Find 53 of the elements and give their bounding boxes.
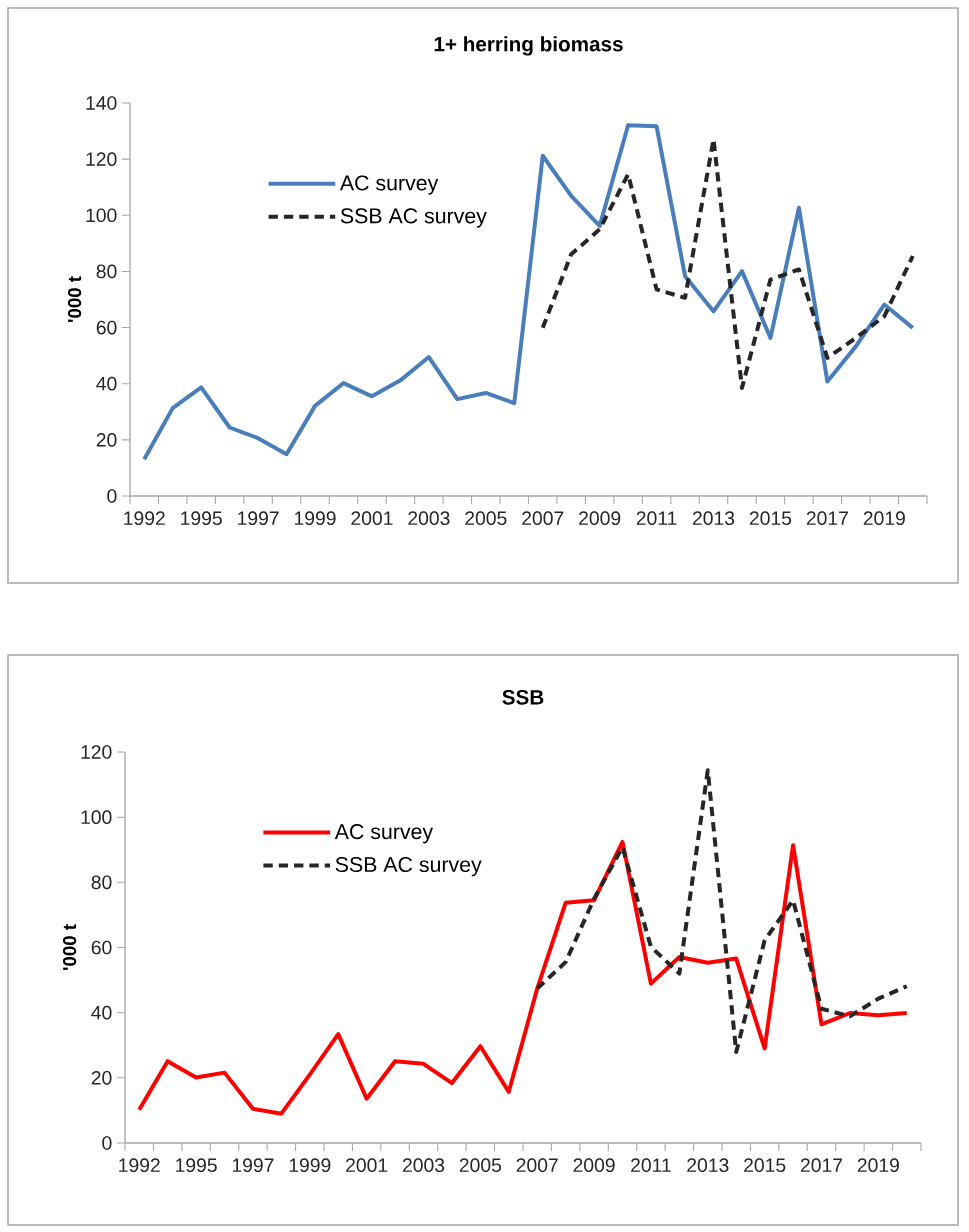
legend-label: AC survey (339, 175, 439, 195)
x-tick-label: 1995 (176, 1158, 217, 1173)
x-tick-label: 2011 (636, 511, 677, 526)
y-tick-label: 100 (81, 810, 112, 825)
x-tick-label: 2015 (749, 511, 792, 526)
x-tick-label: 2001 (346, 1158, 388, 1173)
x-tick-label: 2009 (573, 1158, 615, 1173)
x-tick-label: 1992 (124, 511, 165, 526)
x-tick-label: 2007 (522, 511, 564, 526)
x-tick-label: 2013 (692, 511, 735, 526)
y-tick-label: 120 (81, 745, 112, 759)
y-tick-label: 40 (91, 1005, 112, 1020)
x-tick-label: 1992 (119, 1158, 160, 1173)
x-tick-label: 2003 (402, 1158, 445, 1173)
x-tick-label: 2017 (806, 511, 848, 526)
x-tick-label: 1999 (289, 1158, 331, 1173)
chart-title: SSB (502, 689, 544, 705)
y-tick-label: 140 (86, 96, 117, 110)
line-series (142, 123, 915, 462)
legend-label: SSB AC survey (340, 208, 487, 228)
y-tick-label: 0 (107, 489, 117, 503)
chart-title: 1+ herring biomass (434, 36, 623, 56)
x-tick-label: 2017 (800, 1158, 843, 1173)
y-axis-title: '000 t (67, 276, 82, 322)
y-tick-label: 60 (91, 940, 112, 955)
y-tick-label: 100 (86, 208, 117, 223)
y-axis-title: '000 t (62, 924, 77, 970)
x-tick-label: 2005 (465, 511, 507, 526)
x-tick-label: 1997 (232, 1158, 274, 1173)
x-tick-label: 2007 (516, 1158, 558, 1173)
y-tick-label: 20 (96, 433, 117, 447)
x-tick-label: 2019 (857, 1158, 899, 1173)
y-tick-label: 120 (86, 152, 117, 166)
x-tick-label: 1999 (294, 511, 336, 526)
y-tick-label: 80 (96, 264, 117, 279)
x-tick-label: 2003 (408, 511, 450, 526)
y-tick-label: 40 (96, 376, 117, 391)
x-tick-label: 2005 (459, 1158, 502, 1173)
y-tick-label: 0 (102, 1136, 112, 1150)
x-tick-label: 2009 (579, 511, 621, 526)
x-tick-label: 2013 (687, 1158, 729, 1173)
x-tick-label: 2001 (351, 511, 393, 526)
x-tick-label: 1997 (238, 511, 279, 526)
y-tick-label: 60 (96, 320, 117, 335)
x-tick-label: 1995 (181, 511, 222, 526)
line-series (535, 768, 909, 1055)
legend-label: AC survey (334, 824, 434, 844)
y-tick-label: 80 (91, 875, 112, 890)
y-tick-label: 20 (91, 1070, 112, 1085)
legend-label: SSB AC survey (335, 856, 482, 877)
x-tick-label: 2011 (631, 1158, 671, 1173)
x-tick-label: 2019 (863, 511, 905, 526)
x-tick-label: 2015 (744, 1158, 786, 1173)
